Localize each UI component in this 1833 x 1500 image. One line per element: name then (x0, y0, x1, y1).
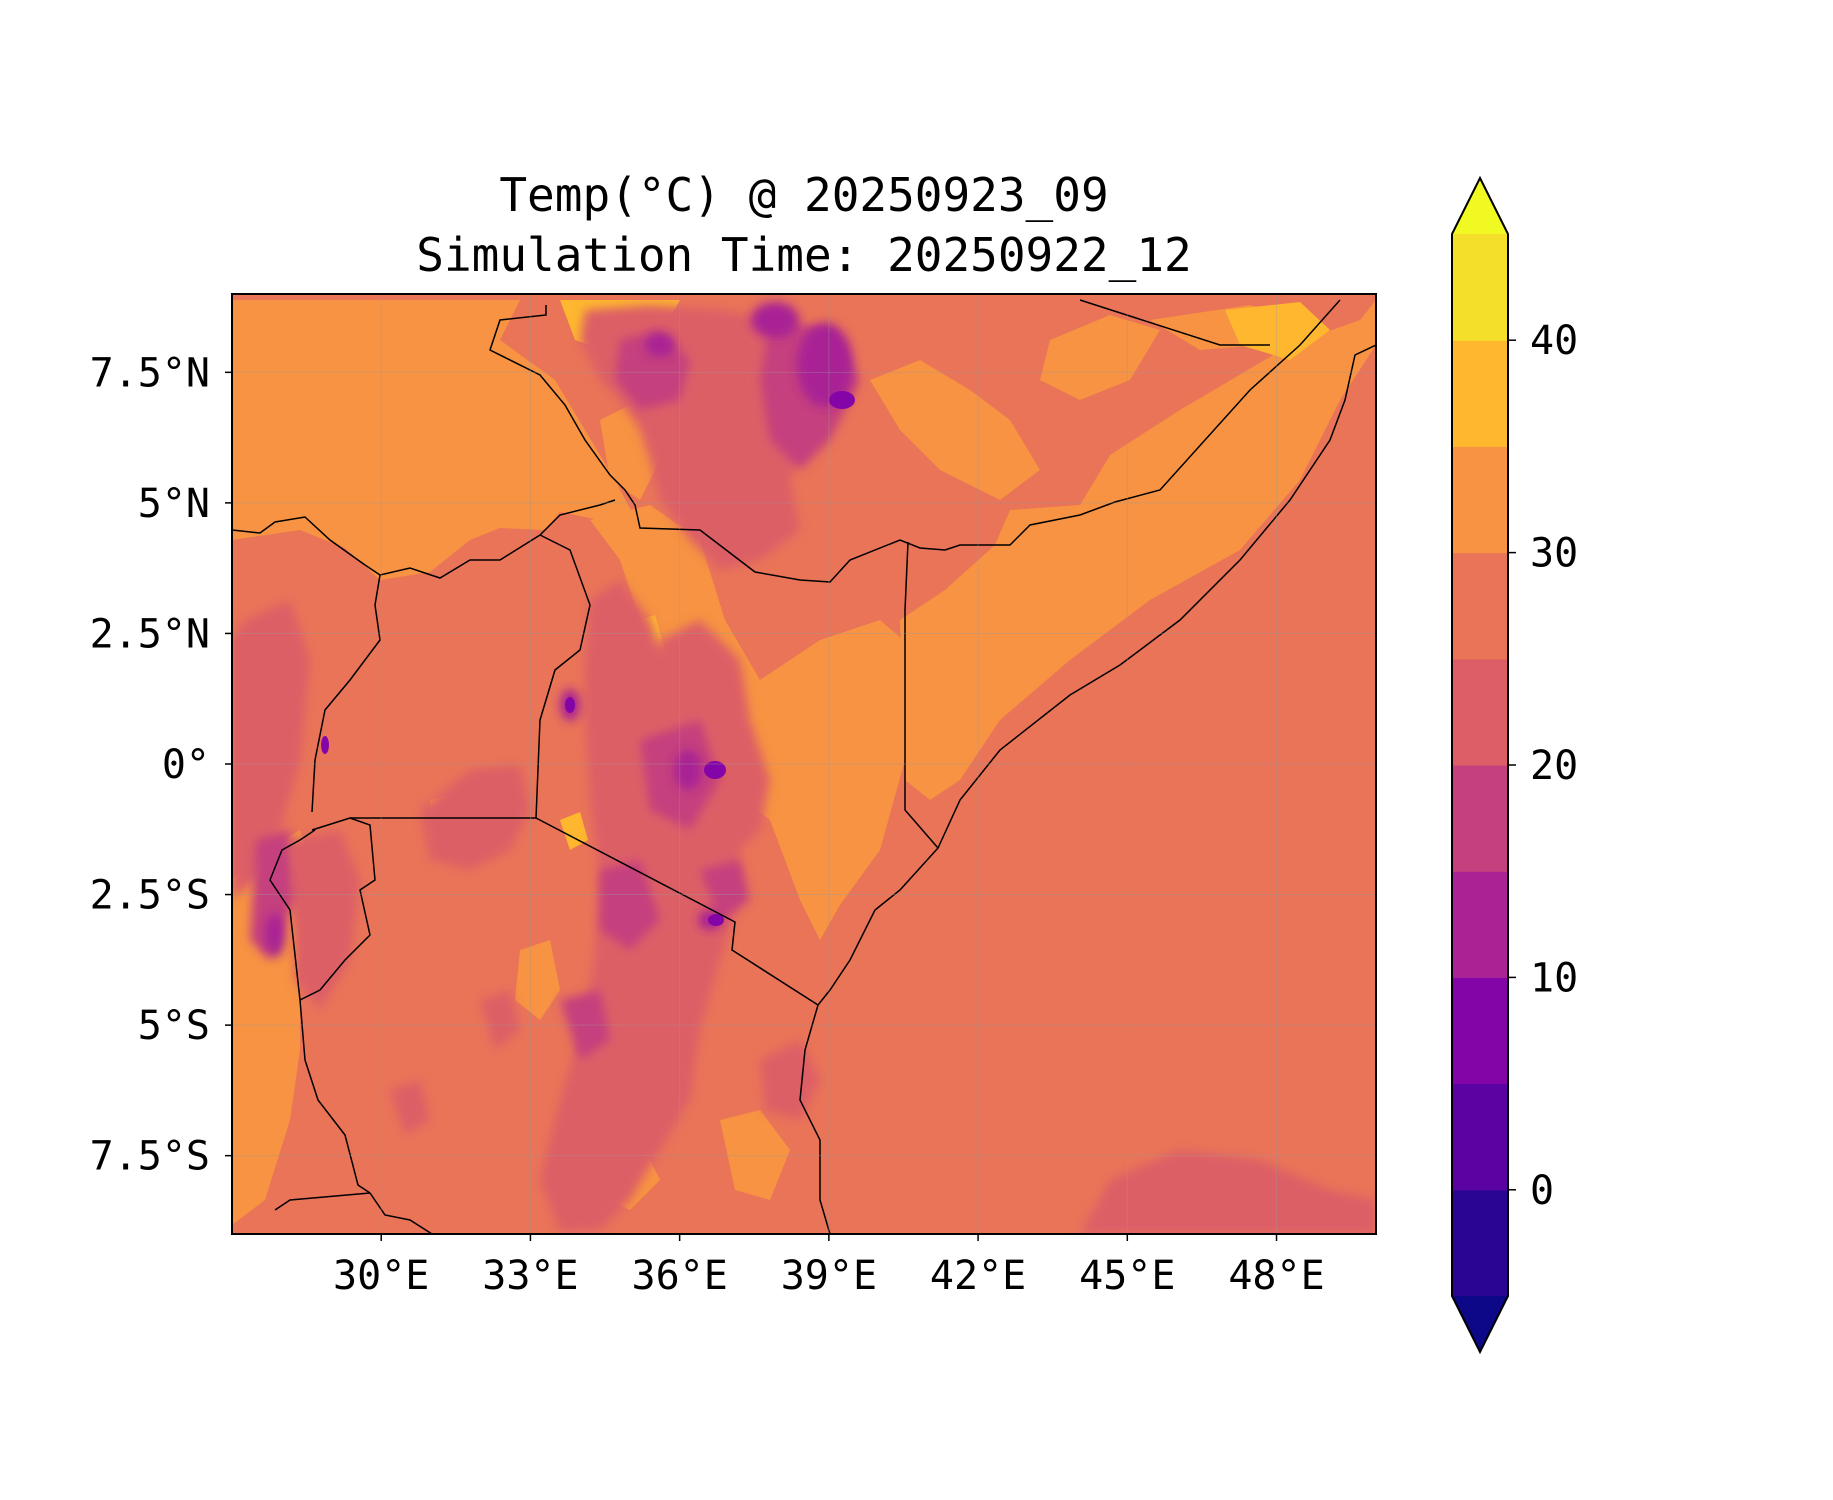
colorbar-band (1452, 1083, 1508, 1191)
lon-tick-label: 33°E (482, 1253, 578, 1299)
lat-tick-label: 0° (162, 742, 210, 788)
lat-tick-label: 5°N (138, 481, 210, 527)
lon-tick-label: 30°E (333, 1253, 429, 1299)
contour-10-15 (265, 302, 853, 957)
contour-30-35 (232, 300, 1376, 1225)
colorbar-band (1452, 340, 1508, 447)
lat-tick-label: 7.5°S (90, 1134, 210, 1180)
colorbar-tick-label: 40 (1530, 318, 1578, 364)
colorbar-band (1452, 1189, 1508, 1297)
colorbar-tick-label: 30 (1530, 531, 1578, 577)
lon-tick-label: 36°E (631, 1253, 727, 1299)
colorbar-under-arrow (1452, 1296, 1508, 1352)
lon-tick-label: 48°E (1228, 1253, 1324, 1299)
map-title-line1: Temp(°C) @ 20250923_09 (499, 168, 1109, 222)
lat-tick-label: 2.5°N (90, 611, 210, 657)
colorbar-band (1452, 658, 1508, 766)
colorbar-band (1452, 552, 1508, 660)
contour-5-10 (321, 391, 855, 926)
map-title-line2: Simulation Time: 20250922_12 (416, 228, 1192, 282)
colorbar: 0 10 20 30 40 (1451, 175, 1578, 1355)
colorbar-band (1452, 977, 1508, 1085)
lon-tick-label: 39°E (781, 1253, 877, 1299)
lat-tick-label: 2.5°S (90, 873, 210, 919)
lat-tick-label: 5°S (138, 1003, 210, 1049)
colorbar-tick-label: 0 (1530, 1168, 1554, 1214)
map-area (232, 294, 1376, 1234)
country-borders (232, 299, 1376, 1234)
colorbar-tick-label: 10 (1530, 955, 1578, 1001)
colorbar-over-arrow (1452, 178, 1508, 234)
longitude-ticks: 30°E 33°E 36°E 39°E 42°E 45°E 48°E (333, 1234, 1325, 1299)
colorbar-band (1452, 234, 1508, 341)
colorbar-band (1452, 765, 1508, 872)
colorbar-tick-label: 20 (1530, 743, 1578, 789)
lon-tick-label: 45°E (1079, 1253, 1175, 1299)
lat-tick-label: 7.5°N (90, 350, 210, 396)
colorbar-band (1452, 871, 1508, 978)
latitude-ticks: 7.5°N 5°N 2.5°N 0° 2.5°S 5°S 7.5°S (90, 350, 232, 1180)
colorbar-band (1452, 446, 1508, 554)
colorbar-outline (1451, 175, 1509, 1355)
lon-tick-label: 42°E (930, 1253, 1026, 1299)
gridlines (232, 294, 1376, 1234)
